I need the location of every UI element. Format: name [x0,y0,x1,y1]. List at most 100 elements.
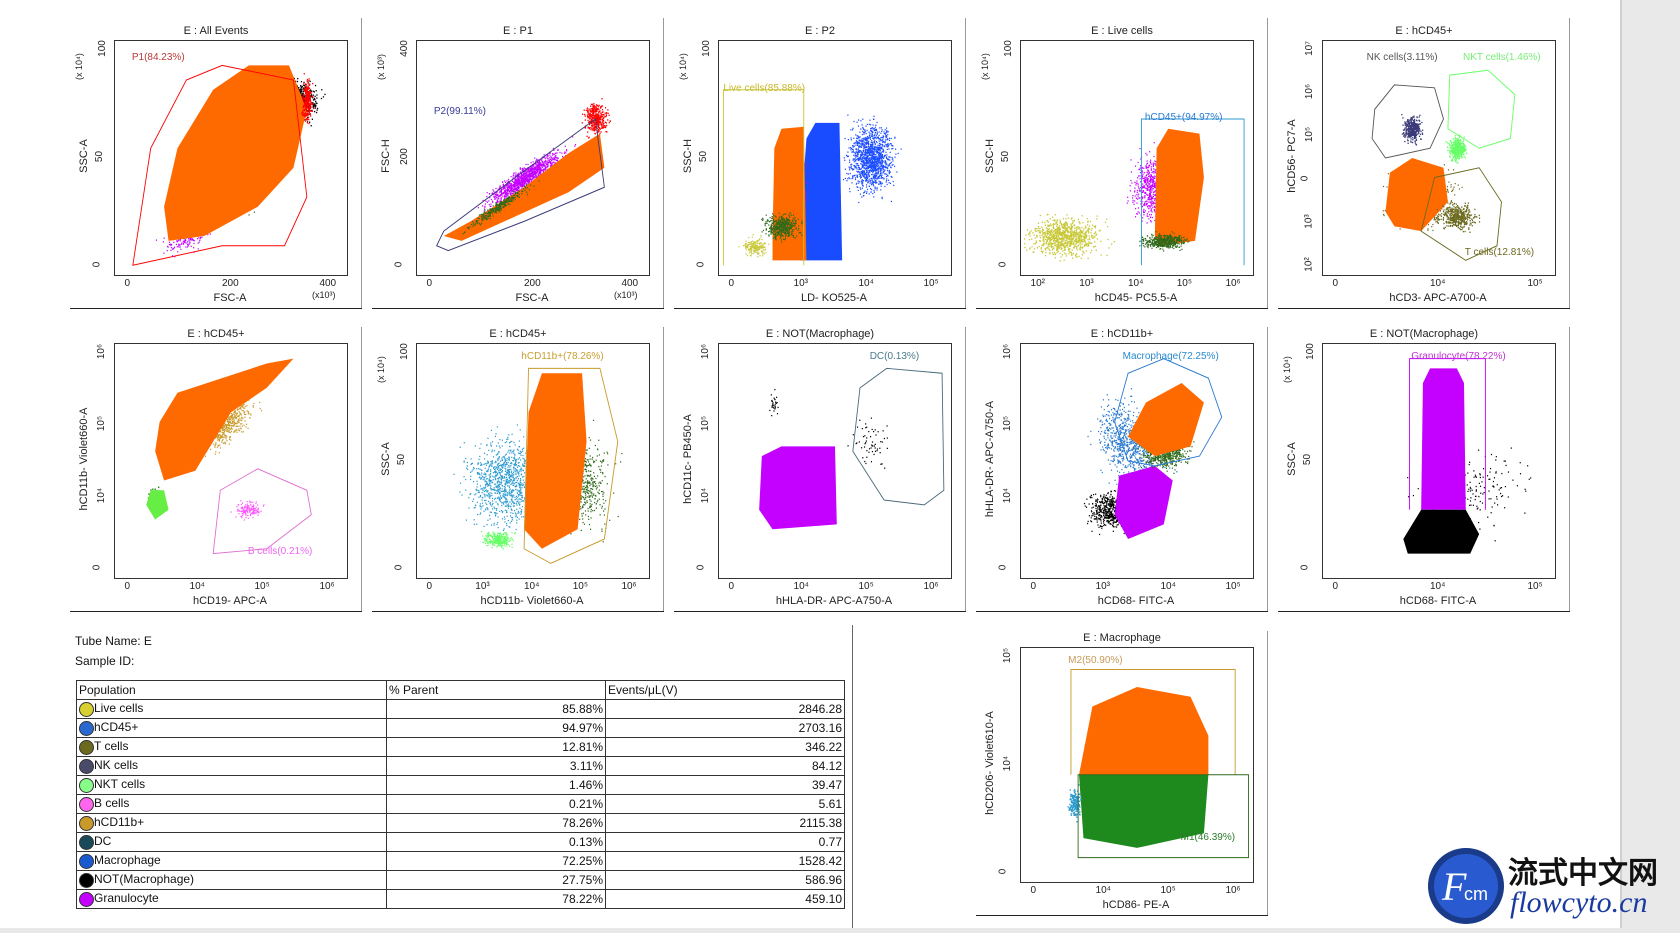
sample-id: Sample ID: [75,654,134,668]
divider [852,625,853,928]
panel-divider [1278,611,1570,612]
x-tick-label: 0 [1031,581,1037,592]
x-tick-label: 10³ [794,278,808,289]
gate-label: T cells(12.81%) [1465,247,1534,258]
x-tick-label: 10⁵ [1527,581,1542,592]
population-name: B cells [94,796,129,810]
y-tick-label: 100 [1305,344,1316,361]
plot-title: E : hCD11b+ [976,327,1268,341]
percent-cell: 85.88% [387,700,606,719]
panel-divider [663,327,664,611]
y-tick-label: 10⁴ [700,488,711,503]
y-axis-label: SSC-A [380,342,392,576]
x-axis-label: hCD68- FITC-A [1020,595,1252,607]
x-tick-label: 10⁶ [1225,278,1240,289]
population-name: NK cells [94,758,138,772]
y-axis-label: hCD11b- Violet660-A [78,342,90,576]
panel-divider [372,308,664,309]
gate-label: NK cells(3.11%) [1367,52,1438,63]
events-cell: 2846.28 [606,700,845,719]
percent-cell: 3.11% [387,757,606,776]
y-axis-label: hCD206- Violet610-A [984,646,996,880]
population-name: T cells [94,739,128,753]
y-tick-label: 100 [399,344,410,361]
gate-label: Macrophage(72.25%) [1123,351,1219,362]
y-axis-label: SSC-H [984,39,996,273]
population-color-dot [79,873,94,888]
panel-divider [70,611,362,612]
y-tick-label: 10³ [1304,214,1315,228]
y-tick-label: 10⁴ [1002,756,1013,771]
y-tick-label: 100 [701,41,712,58]
table-row: Live cells 85.88%2846.28 [77,700,845,719]
population-cell: Live cells [77,700,387,719]
gate-label: Live cells(85.88%) [723,83,805,94]
events-cell: 346.22 [606,738,845,757]
panel-divider [70,308,362,309]
plot-area [1020,40,1254,276]
population-name: NOT(Macrophage) [94,872,194,886]
gate-label: P2(99.11%) [434,106,486,117]
y-tick-label: 10⁶ [96,344,107,359]
panel-divider [1569,18,1570,308]
events-cell: 586.96 [606,871,845,890]
population-name: Live cells [94,701,143,715]
x-axis-label: hCD19- APC-A [114,595,346,607]
percent-cell: 0.13% [387,833,606,852]
plot-title: E : hCD45+ [1278,24,1570,38]
x-axis-label: FSC-A [114,292,346,304]
scatter-points [719,41,951,275]
population-color-dot [79,778,94,793]
x-axis-label: hCD11b- Violet660-A [416,595,648,607]
events-cell: 0.77 [606,833,845,852]
x-axis-label: hCD68- FITC-A [1322,595,1554,607]
x-tick-label: 10⁴ [1160,581,1175,592]
population-name: NKT cells [94,777,145,791]
plot-area [114,343,348,579]
population-cell: DC [77,833,387,852]
x-tick-label: 10³ [475,581,489,592]
panel-divider [976,308,1268,309]
x-tick-label: 10⁶ [923,581,938,592]
percent-cell: 1.46% [387,776,606,795]
x-tick-label: 10⁵ [1160,885,1175,896]
population-name: hCD11b+ [94,815,144,829]
gate-label: NKT cells(1.46%) [1463,52,1541,63]
y-tick-label: 10⁷ [1304,41,1315,56]
x-axis-label: hCD3- APC-A700-A [1322,292,1554,304]
y-tick-label: 0 [695,564,706,570]
percent-cell: 72.25% [387,852,606,871]
x-tick-label: 10⁴ [524,581,539,592]
x-tick-label: 10² [1031,278,1045,289]
x-tick-label: 400 [319,278,336,289]
gate-label: hCD45+(94.97%) [1145,112,1223,123]
y-axis-label: SSC-A [1286,342,1298,576]
population-color-dot [79,892,94,907]
y-tick-label: 0 [997,261,1008,267]
y-axis-label: hCD11c- PB450-A [682,342,694,576]
x-axis-label: LD- KO525-A [718,292,950,304]
x-tick-label: 0 [1333,278,1339,289]
population-name: Macrophage [94,853,161,867]
events-cell: 1528.42 [606,852,845,871]
logo-en: flowcyto.cn [1510,886,1647,920]
y-tick-label: 10² [1304,257,1315,271]
plot-area [1020,647,1254,883]
gate-label: M2(50.90%) [1068,655,1122,666]
population-color-dot [79,721,94,736]
plot-area [1322,40,1556,276]
x-tick-label: 0 [427,581,433,592]
table-row: hCD11b+78.26%2115.38 [77,814,845,833]
gate-label: DC(0.13%) [870,351,919,362]
col-population: Population [77,681,387,700]
panel-divider [976,611,1268,612]
panel-divider [965,18,966,308]
y-tick-label: 100 [1003,41,1014,58]
percent-cell: 78.26% [387,814,606,833]
y-tick-label: 100 [97,41,108,58]
panel-divider [361,18,362,308]
